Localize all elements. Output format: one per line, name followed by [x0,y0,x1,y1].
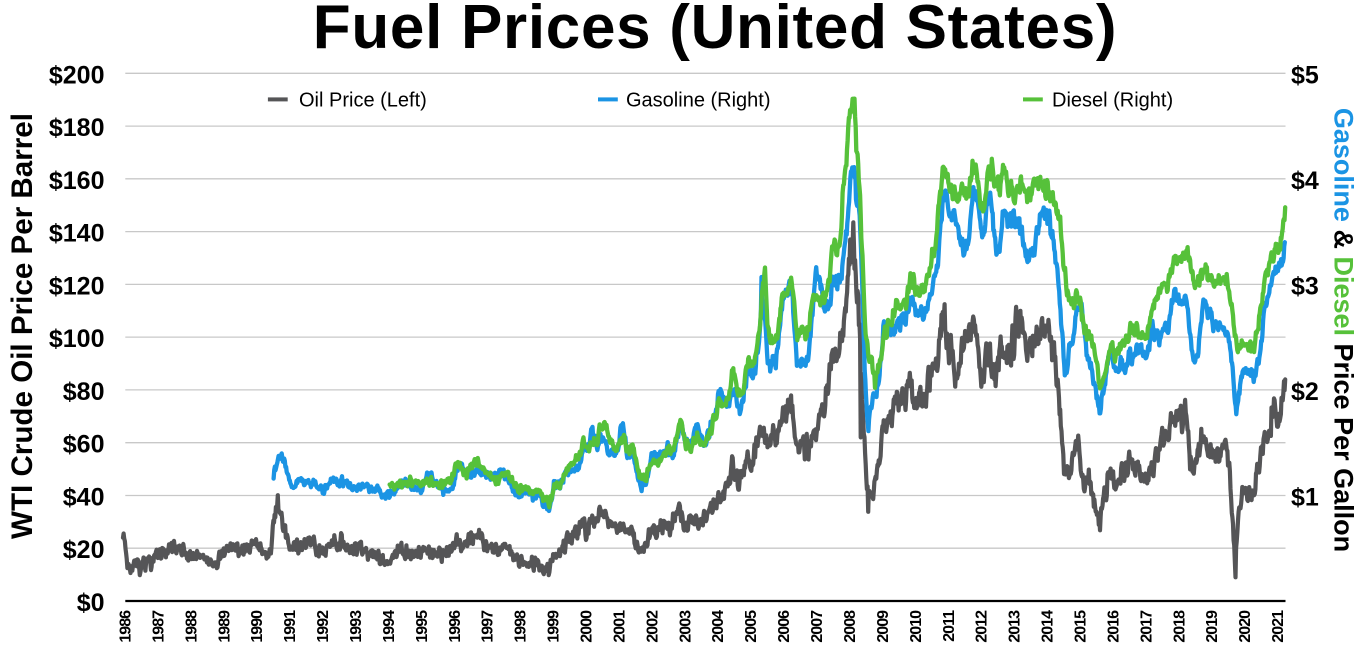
svg-text:1994: 1994 [381,610,398,643]
svg-text:1993: 1993 [348,610,365,643]
svg-text:1997: 1997 [480,610,497,643]
svg-text:2000: 2000 [579,610,596,643]
svg-text:$180: $180 [49,114,105,142]
svg-text:1996: 1996 [447,610,464,643]
svg-text:2017: 2017 [1138,610,1155,643]
svg-text:$60: $60 [63,431,105,459]
svg-text:WTI Crude Oil Price Per Barrel: WTI Crude Oil Price Per Barrel [6,113,39,539]
svg-text:1988: 1988 [183,610,200,643]
svg-text:2008: 2008 [842,610,859,643]
svg-text:1995: 1995 [414,610,431,643]
svg-text:2007: 2007 [809,610,826,643]
svg-text:2011: 2011 [941,610,958,642]
svg-text:2003: 2003 [677,610,694,643]
svg-text:2021: 2021 [1270,610,1287,643]
svg-text:2006: 2006 [776,610,793,643]
svg-text:$160: $160 [49,167,105,195]
svg-text:$3: $3 [1291,272,1319,300]
svg-text:2010: 2010 [908,610,925,643]
svg-text:1989: 1989 [216,610,233,643]
svg-text:$80: $80 [63,378,105,406]
svg-text:$120: $120 [49,272,105,300]
svg-text:1999: 1999 [546,610,563,643]
svg-text:2015: 2015 [1073,610,1090,643]
svg-text:2001: 2001 [611,610,628,643]
svg-text:2002: 2002 [644,610,661,643]
svg-text:1990: 1990 [249,610,266,643]
svg-text:$1: $1 [1291,484,1319,512]
svg-text:1986: 1986 [118,610,135,643]
svg-text:$0: $0 [77,589,105,617]
svg-text:1987: 1987 [150,610,167,643]
svg-text:$2: $2 [1291,378,1319,406]
svg-text:2020: 2020 [1237,610,1254,643]
svg-text:$5: $5 [1291,61,1319,89]
svg-text:Diesel (Right): Diesel (Right) [1052,90,1173,112]
svg-text:2013: 2013 [1007,610,1024,643]
svg-text:2005: 2005 [743,610,760,643]
svg-text:2012: 2012 [974,610,991,643]
svg-text:$4: $4 [1291,167,1319,195]
svg-text:2004: 2004 [710,610,727,643]
svg-text:1992: 1992 [315,610,332,643]
svg-text:$140: $140 [49,220,105,248]
svg-text:Gasoline (Right): Gasoline (Right) [626,90,771,112]
svg-text:$200: $200 [49,61,105,89]
svg-text:2018: 2018 [1171,610,1188,643]
svg-text:2016: 2016 [1105,610,1122,643]
svg-text:$40: $40 [63,484,105,512]
svg-text:1991: 1991 [282,610,299,643]
svg-text:2014: 2014 [1040,610,1057,643]
svg-text:Gasoline & Diesel Price Per Ga: Gasoline & Diesel Price Per Gallon [1329,108,1359,552]
svg-text:2019: 2019 [1204,610,1221,643]
svg-text:Oil Price (Left): Oil Price (Left) [299,90,427,112]
svg-text:1998: 1998 [513,610,530,643]
svg-text:Fuel Prices (United States): Fuel Prices (United States) [313,0,1117,62]
svg-text:$20: $20 [63,536,105,564]
svg-text:$100: $100 [49,325,105,353]
svg-text:2009: 2009 [875,610,892,643]
